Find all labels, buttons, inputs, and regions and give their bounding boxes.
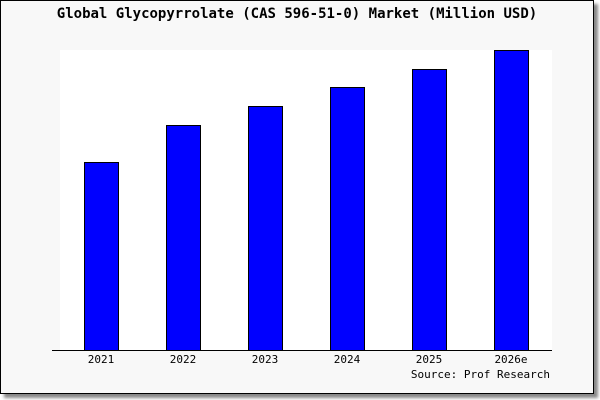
x-tick-label: 2023: [251, 353, 279, 366]
bar-2025: [411, 68, 447, 351]
x-axis-line: [52, 350, 552, 351]
x-tick-label: 2024: [333, 353, 361, 366]
chart-title: Global Glycopyrrolate (CAS 596-51-0) Mar…: [56, 6, 538, 22]
x-tick-label: 2025: [415, 353, 443, 366]
bar-2026e: [493, 50, 529, 351]
bar-2021: [83, 162, 119, 351]
plot-area: [60, 50, 552, 350]
bar-2022: [165, 125, 201, 351]
x-tick-label: 2026e: [494, 353, 528, 366]
bar-2024: [329, 87, 365, 351]
x-tick-label: 2021: [87, 353, 115, 366]
x-tick-label: 2022: [169, 353, 197, 366]
source-label: Source: Prof Research: [410, 368, 550, 381]
bar-2023: [247, 106, 283, 351]
